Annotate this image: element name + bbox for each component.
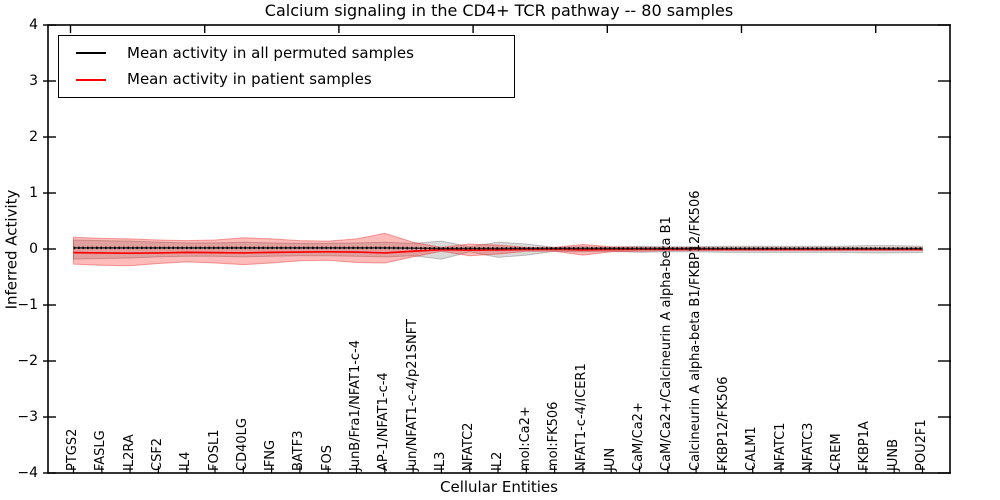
x-tick-label: NFATC2	[461, 422, 477, 471]
x-tick-label: JUNB	[885, 439, 901, 471]
red-line-swatch-icon	[76, 78, 106, 81]
y-tick-label: 4	[29, 17, 38, 33]
x-tick-label: CD40LG	[234, 418, 250, 471]
x-tick-label: CREM	[829, 433, 845, 471]
black-line-swatch-icon	[76, 52, 106, 55]
x-tick-label: Jun/NFAT1-c-4/p21SNFT	[404, 319, 420, 471]
x-tick-label: BATF3	[291, 430, 307, 472]
x-tick-label: CALM1	[744, 426, 760, 471]
x-tick-label: CaM/Ca2+/Calcineurin A alpha-beta B1	[659, 216, 675, 471]
x-tick-label: FASLG	[93, 430, 109, 471]
x-axis-label: Cellular Entities	[440, 478, 558, 496]
x-tick-label: AP-1/NFAT1-c-4	[376, 372, 392, 471]
x-tick-label: JUN	[602, 447, 618, 471]
x-tick-label: IFNG	[263, 439, 279, 471]
x-tick-label: FKBP12/FK506	[715, 376, 731, 472]
x-tick-label: FOS	[319, 445, 335, 471]
legend-box: Mean activity in all permuted samples Me…	[58, 35, 515, 98]
x-tick-label: NFATC1	[772, 422, 788, 471]
x-tick-label: CaM/Ca2+	[631, 402, 646, 471]
x-tick-label: NFAT1-c-4/ICER1	[574, 363, 590, 471]
x-tick-label: POU2F1	[914, 419, 929, 471]
permuted-mean-line-dots	[73, 246, 923, 250]
y-tick-label: 1	[29, 185, 38, 201]
x-tick-label: JunB/Fra1/NFAT1-c-4	[348, 339, 363, 471]
y-tick-label: −2	[17, 353, 38, 369]
y-tick-label: 0	[29, 241, 38, 257]
y-tick-label: −1	[17, 297, 38, 313]
legend-entry-patient: Mean activity in patient samples	[59, 70, 514, 89]
y-tick-label: 2	[29, 129, 38, 145]
x-tick-label: NFATC3	[800, 422, 816, 471]
y-tick-label: 3	[29, 73, 38, 89]
x-tick-label: IL3	[432, 451, 448, 471]
y-tick-label: −4	[17, 465, 38, 481]
x-tick-label: IL2	[489, 451, 505, 471]
x-tick-label: IL4	[178, 451, 194, 471]
y-tick-label: −3	[17, 409, 38, 425]
x-tick-label: FOSL1	[206, 429, 222, 471]
x-tick-label: mol:Ca2+	[517, 406, 533, 471]
x-tick-label: PTGS2	[65, 428, 80, 471]
x-tick-label: mol:FK506	[546, 401, 562, 471]
legend-label-patient: Mean activity in patient samples	[127, 70, 372, 89]
x-tick-label: CSF2	[149, 437, 165, 471]
legend-entry-permuted: Mean activity in all permuted samples	[59, 44, 514, 63]
x-tick-label: IL2RA	[121, 434, 137, 471]
legend-label-permuted: Mean activity in all permuted samples	[127, 43, 414, 62]
x-tick-label: FKBP1A	[857, 421, 873, 471]
chart-title: Calcium signaling in the CD4+ TCR pathwa…	[264, 1, 734, 20]
x-tick-label: Calcineurin A alpha-beta B1/FKBP12/FK506	[687, 190, 703, 471]
